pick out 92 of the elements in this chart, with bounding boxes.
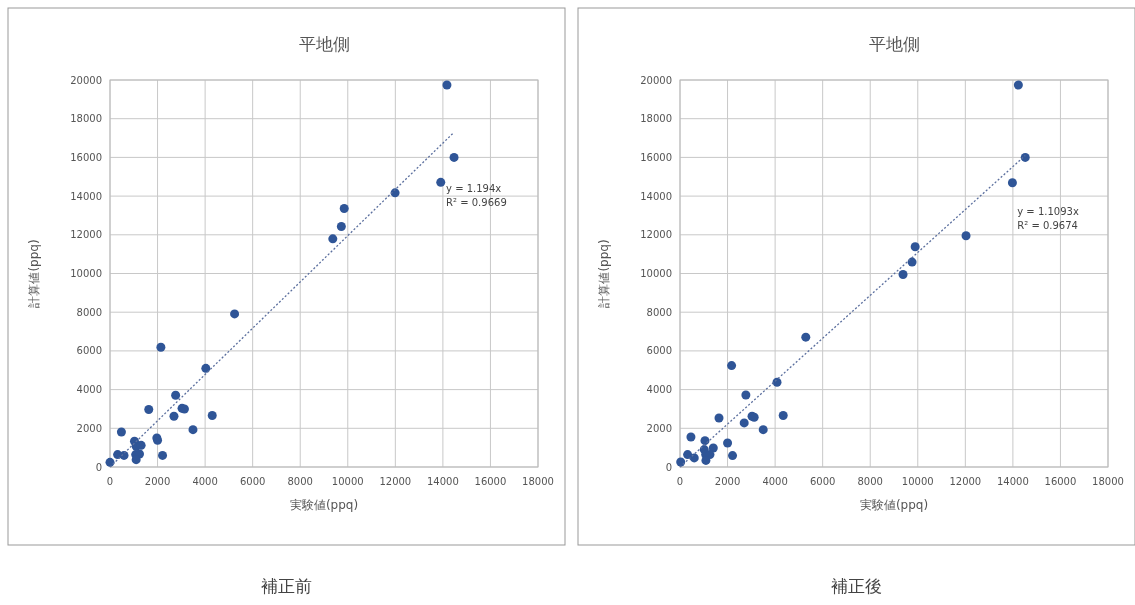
x-tick-label: 12000 — [949, 476, 982, 487]
y-tick-label: 4000 — [646, 384, 672, 396]
text: 補正後 — [831, 576, 882, 596]
annotation: R² = 0.9669 — [446, 197, 507, 209]
y-tick-label: 2000 — [76, 422, 102, 434]
y-tick-label: 18000 — [640, 113, 672, 125]
x-tick-label: 0 — [676, 476, 684, 487]
point — [158, 450, 168, 460]
point — [683, 450, 693, 460]
point — [898, 269, 908, 279]
annotation: y = 1.1093x — [1017, 206, 1079, 218]
point — [207, 411, 217, 421]
x-axis-title: 実験値(ppq) — [289, 498, 359, 512]
x-tick-label: 18000 — [522, 476, 554, 487]
point — [727, 361, 737, 371]
point — [449, 152, 459, 162]
point — [339, 203, 349, 213]
point — [686, 432, 696, 442]
y-tick-label: 20000 — [70, 74, 102, 86]
point — [758, 425, 768, 435]
x-tick-label: 2000 — [714, 476, 741, 487]
point — [700, 436, 710, 446]
point — [739, 418, 749, 428]
y-tick-label: 12000 — [640, 229, 672, 241]
y-tick-label: 14000 — [70, 190, 102, 202]
y-tick-label: 16000 — [640, 151, 672, 163]
y-tick-label: 16000 — [70, 151, 102, 163]
x-tick-label: 14000 — [996, 476, 1029, 487]
point — [961, 231, 971, 241]
x-tick-label: 8000 — [857, 476, 883, 487]
point — [801, 332, 811, 342]
point — [171, 390, 181, 400]
y-tick-label: 2000 — [646, 422, 672, 434]
y-axis-title: 計算値(ppq) — [597, 239, 611, 308]
point — [201, 363, 211, 373]
annotation: R² = 0.9674 — [1017, 220, 1078, 232]
x-tick-label: 10000 — [901, 476, 934, 487]
point — [689, 453, 699, 463]
point — [1007, 178, 1017, 188]
point — [728, 451, 738, 461]
x-tick-label: 8000 — [287, 476, 313, 487]
point — [723, 438, 733, 448]
x-tick-label: 4000 — [762, 476, 788, 487]
point — [910, 242, 920, 252]
x-tick-label: 2000 — [144, 476, 171, 487]
y-tick-label: 6000 — [76, 345, 102, 357]
point — [169, 411, 179, 421]
point — [116, 427, 126, 437]
y-tick-label: 6000 — [646, 345, 672, 357]
y-tick-label: 8000 — [76, 306, 102, 318]
chart-title: 平地側 — [868, 34, 920, 54]
y-axis-title: 計算値(ppq) — [27, 239, 41, 308]
y-tick-label: 10000 — [640, 268, 672, 279]
y-tick-label: 4000 — [76, 384, 102, 396]
x-tick-label: 14000 — [426, 476, 459, 487]
point — [741, 390, 751, 400]
y-tick-label: 0 — [95, 461, 102, 473]
point — [1020, 152, 1030, 162]
text: 補正前 — [261, 576, 312, 596]
y-tick-label: 14000 — [640, 190, 672, 202]
point — [714, 413, 724, 423]
point — [156, 342, 166, 352]
x-tick-label: 6000 — [239, 476, 266, 487]
y-tick-label: 10000 — [70, 268, 102, 279]
point — [778, 411, 788, 421]
x-tick-label: 4000 — [192, 476, 218, 487]
point — [436, 177, 446, 187]
x-tick-label: 16000 — [474, 476, 507, 487]
x-axis-title: 実験値(ppq) — [859, 498, 929, 512]
point — [336, 221, 346, 231]
point — [676, 457, 686, 467]
point — [1013, 80, 1023, 90]
x-tick-label: 18000 — [1092, 476, 1124, 487]
point — [907, 257, 917, 267]
x-tick-label: 12000 — [379, 476, 412, 487]
point — [442, 80, 452, 90]
chart-title: 平地側 — [298, 34, 350, 54]
point — [105, 457, 115, 467]
x-tick-label: 16000 — [1044, 476, 1077, 487]
point — [328, 234, 338, 244]
point — [188, 425, 198, 435]
x-tick-label: 6000 — [809, 476, 836, 487]
annotation: y = 1.194x — [446, 183, 502, 195]
x-tick-label: 10000 — [331, 476, 364, 487]
y-tick-label: 12000 — [70, 229, 102, 241]
point — [230, 309, 240, 319]
y-tick-label: 20000 — [640, 74, 672, 86]
y-tick-label: 18000 — [70, 113, 102, 125]
x-tick-label: 0 — [106, 476, 114, 487]
y-tick-label: 8000 — [646, 306, 672, 318]
point — [144, 405, 154, 415]
y-tick-label: 0 — [665, 461, 672, 473]
